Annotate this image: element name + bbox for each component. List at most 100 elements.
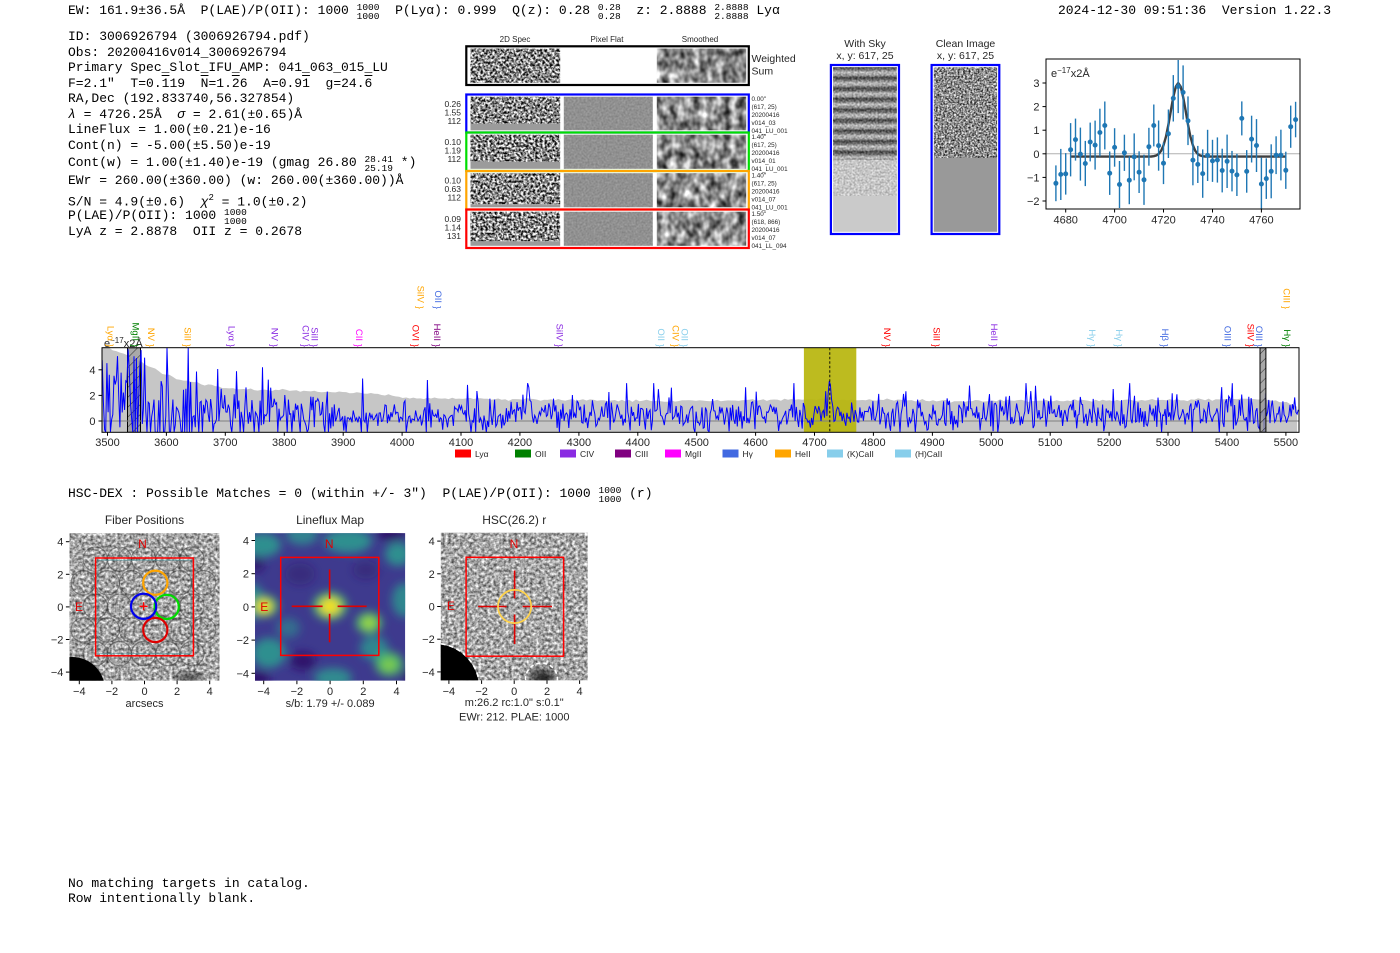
- svg-text:E: E: [75, 600, 83, 614]
- svg-text:041_LU_001: 041_LU_001: [752, 205, 789, 212]
- svg-text:E: E: [260, 600, 268, 614]
- svg-text:}: }: [433, 306, 443, 309]
- svg-text:20200416: 20200416: [752, 189, 781, 196]
- svg-text:041_LL_094: 041_LL_094: [752, 243, 788, 250]
- svg-text:}: }: [130, 344, 140, 347]
- svg-text:SiIV: SiIV: [554, 324, 565, 342]
- svg-text:Lyα: Lyα: [226, 326, 237, 342]
- svg-text:v014_07: v014_07: [752, 235, 777, 242]
- svg-text:OIII: OIII: [1253, 326, 1264, 341]
- svg-text:041_LU_001: 041_LU_001: [752, 166, 789, 173]
- svg-text:20200416: 20200416: [752, 150, 781, 157]
- svg-text:−4: −4: [257, 686, 270, 698]
- svg-text:CIV: CIV: [300, 325, 311, 342]
- svg-text:4680: 4680: [1053, 215, 1077, 227]
- svg-text:Hγ: Hγ: [1113, 329, 1124, 341]
- svg-text:1.14: 1.14: [444, 222, 461, 232]
- svg-text:4740: 4740: [1200, 215, 1224, 227]
- svg-text:1.50": 1.50": [752, 211, 767, 218]
- svg-text:}: }: [410, 344, 420, 347]
- svg-text:}: }: [269, 344, 279, 347]
- svg-text:4200: 4200: [508, 437, 532, 449]
- svg-text:4: 4: [207, 686, 213, 698]
- svg-text:SiII: SiII: [182, 327, 193, 341]
- svg-text:Fiber Positions: Fiber Positions: [105, 513, 184, 527]
- svg-text:OII: OII: [655, 328, 666, 341]
- svg-text:x, y: 617, 25: x, y: 617, 25: [937, 50, 994, 62]
- svg-text:2: 2: [243, 569, 249, 581]
- svg-text:}: }: [415, 306, 425, 309]
- svg-text:Hγ: Hγ: [743, 449, 754, 459]
- svg-text:4100: 4100: [449, 437, 473, 449]
- svg-text:x, y: 617, 25: x, y: 617, 25: [836, 50, 893, 62]
- svg-text:3: 3: [1033, 78, 1039, 90]
- svg-text:4: 4: [89, 365, 95, 377]
- svg-text:SiIV: SiIV: [415, 286, 426, 304]
- svg-text:v014_07: v014_07: [752, 197, 777, 204]
- svg-text:}: }: [670, 344, 680, 347]
- svg-text:E: E: [447, 599, 455, 613]
- svg-text:2: 2: [57, 569, 63, 581]
- svg-text:m:26.2 rc:1.0" s:0.1": m:26.2 rc:1.0" s:0.1": [465, 697, 564, 709]
- svg-text:}: }: [679, 344, 689, 347]
- svg-text:Hβ: Hβ: [1159, 329, 1170, 342]
- svg-text:−4: −4: [422, 667, 435, 679]
- svg-text:4: 4: [393, 686, 399, 698]
- svg-text:0: 0: [429, 602, 435, 614]
- svg-text:−2: −2: [51, 635, 64, 647]
- svg-text:2: 2: [360, 686, 366, 698]
- svg-text:4300: 4300: [567, 437, 591, 449]
- svg-text:4700: 4700: [1102, 215, 1126, 227]
- svg-text:OII: OII: [432, 290, 443, 303]
- svg-text:−1: −1: [1027, 172, 1040, 184]
- svg-text:−4: −4: [236, 668, 249, 680]
- svg-text:5000: 5000: [979, 437, 1003, 449]
- svg-text:0: 0: [141, 686, 147, 698]
- svg-text:5400: 5400: [1215, 437, 1239, 449]
- svg-text:−4: −4: [51, 667, 64, 679]
- svg-text:OII: OII: [535, 449, 546, 459]
- svg-text:v014_01: v014_01: [752, 158, 777, 165]
- svg-text:}: }: [300, 344, 310, 347]
- svg-text:112: 112: [447, 192, 461, 202]
- svg-text:N: N: [510, 537, 519, 551]
- svg-text:Lyα: Lyα: [104, 326, 115, 342]
- svg-text:}: }: [1222, 344, 1232, 347]
- svg-text:}: }: [105, 344, 115, 347]
- svg-text:0.00": 0.00": [752, 96, 767, 103]
- svg-text:5300: 5300: [1156, 437, 1180, 449]
- svg-text:−4: −4: [73, 686, 86, 698]
- svg-text:With Sky: With Sky: [844, 38, 886, 50]
- svg-text:3900: 3900: [331, 437, 355, 449]
- svg-text:2: 2: [1033, 102, 1039, 114]
- svg-text:0: 0: [511, 686, 517, 698]
- svg-text:4760: 4760: [1249, 215, 1273, 227]
- svg-text:(K)CaII: (K)CaII: [847, 449, 874, 459]
- svg-text:4: 4: [577, 686, 583, 698]
- svg-text:1.55: 1.55: [444, 107, 461, 117]
- svg-text:2: 2: [544, 686, 550, 698]
- svg-text:3500: 3500: [95, 437, 119, 449]
- svg-text:NV: NV: [881, 328, 892, 342]
- svg-text:−2: −2: [291, 686, 304, 698]
- svg-text:arcsecs: arcsecs: [126, 698, 164, 710]
- svg-text:131: 131: [447, 231, 461, 241]
- svg-text:}: }: [1087, 344, 1097, 347]
- svg-text:}: }: [1281, 306, 1291, 309]
- svg-text:−2: −2: [475, 686, 488, 698]
- svg-text:HeII: HeII: [795, 449, 811, 459]
- svg-text:3600: 3600: [154, 437, 178, 449]
- svg-text:112: 112: [447, 154, 461, 164]
- svg-text:112: 112: [447, 116, 461, 126]
- svg-text:HeII: HeII: [988, 324, 999, 341]
- svg-text:(H)CaII: (H)CaII: [915, 449, 942, 459]
- svg-text:Hγ: Hγ: [1281, 329, 1292, 341]
- svg-text:HeII: HeII: [431, 324, 442, 341]
- svg-text:4: 4: [243, 536, 249, 548]
- svg-text:0: 0: [89, 416, 95, 428]
- svg-text:−4: −4: [443, 686, 456, 698]
- svg-text:3700: 3700: [213, 437, 237, 449]
- svg-text:1.40": 1.40": [752, 134, 767, 141]
- svg-text:}: }: [309, 344, 319, 347]
- svg-text:}: }: [554, 344, 564, 347]
